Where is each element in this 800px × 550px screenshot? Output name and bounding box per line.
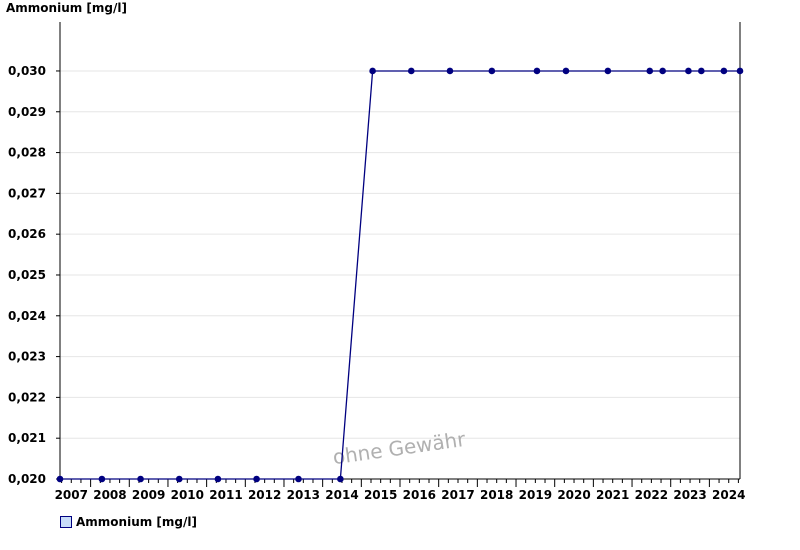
x-tick-label: 2010 <box>171 488 204 502</box>
data-point <box>295 475 302 483</box>
x-tick-label: 2018 <box>480 488 513 502</box>
x-tick-label: 2017 <box>441 488 474 502</box>
data-point <box>604 67 612 75</box>
data-point <box>98 475 106 483</box>
data-point <box>698 67 705 75</box>
x-tick-label: 2022 <box>635 488 668 502</box>
legend-swatch <box>60 516 72 528</box>
x-tick-label: 2021 <box>596 488 629 502</box>
legend: Ammonium [mg/l] <box>60 515 197 529</box>
y-tick-label: 0,026 <box>8 227 46 241</box>
legend-label: Ammonium [mg/l] <box>76 515 197 529</box>
data-point <box>407 67 415 75</box>
x-tick-label: 2012 <box>248 488 281 502</box>
data-point <box>214 475 222 483</box>
y-tick-label: 0,028 <box>8 146 46 160</box>
data-point <box>562 67 570 75</box>
y-tick-label: 0,024 <box>8 309 46 323</box>
x-tick-label: 2011 <box>209 488 242 502</box>
x-tick-label: 2013 <box>287 488 320 502</box>
x-tick-label: 2023 <box>673 488 706 502</box>
x-tick-label: 2016 <box>403 488 436 502</box>
y-tick-label: 0,023 <box>8 350 46 364</box>
data-point <box>175 475 183 483</box>
x-tick-label: 2015 <box>364 488 397 502</box>
watermark: ohne Gewähr <box>331 427 467 469</box>
x-tick-label: 2019 <box>519 488 552 502</box>
data-point <box>646 67 654 75</box>
data-point <box>659 67 666 75</box>
y-tick-label: 0,029 <box>8 105 46 119</box>
x-tick-label: 2020 <box>557 488 590 502</box>
y-tick-label: 0,022 <box>8 390 46 404</box>
x-tick-label: 2007 <box>55 488 88 502</box>
y-tick-label: 0,027 <box>8 186 46 200</box>
data-point <box>137 475 144 483</box>
data-point <box>488 67 496 75</box>
data-point <box>337 475 344 483</box>
data-point <box>253 475 260 483</box>
chart-title: Ammonium [mg/l] <box>6 1 127 15</box>
y-tick-label: 0,025 <box>8 268 46 282</box>
x-tick-label: 2014 <box>325 488 358 502</box>
data-point <box>446 67 454 75</box>
data-point <box>720 67 728 75</box>
y-tick-label: 0,020 <box>8 472 46 486</box>
data-point <box>685 67 692 75</box>
x-tick-label: 2009 <box>132 488 165 502</box>
data-point <box>736 67 744 75</box>
data-point <box>369 67 376 75</box>
data-point <box>56 475 64 483</box>
data-point <box>533 67 541 75</box>
y-tick-label: 0,021 <box>8 431 46 445</box>
y-tick-label: 0,030 <box>8 64 46 78</box>
x-tick-label: 2024 <box>712 488 745 502</box>
x-tick-label: 2008 <box>93 488 126 502</box>
